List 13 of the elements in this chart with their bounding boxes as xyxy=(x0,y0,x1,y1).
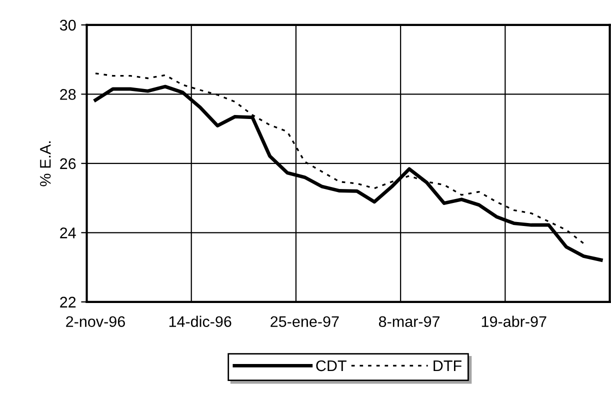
x-tick-label: 14-dic-96 xyxy=(169,316,232,328)
legend-label: CDT xyxy=(316,360,346,372)
x-tick-label: 2-nov-96 xyxy=(66,316,125,328)
legend-label: DTF xyxy=(434,360,462,372)
y-tick-label: 24 xyxy=(60,228,76,238)
y-tick-label: 30 xyxy=(60,20,76,31)
y-axis-title: % E.A. xyxy=(40,141,51,186)
y-tick-label: 22 xyxy=(60,296,76,308)
x-tick-label: 25-ene-97 xyxy=(270,316,339,328)
x-tick-label: 8-mar-97 xyxy=(378,316,440,328)
y-tick-label: 26 xyxy=(60,158,76,170)
y-tick-label: 28 xyxy=(60,89,76,100)
x-tick-label: 19-abr-97 xyxy=(482,316,546,328)
